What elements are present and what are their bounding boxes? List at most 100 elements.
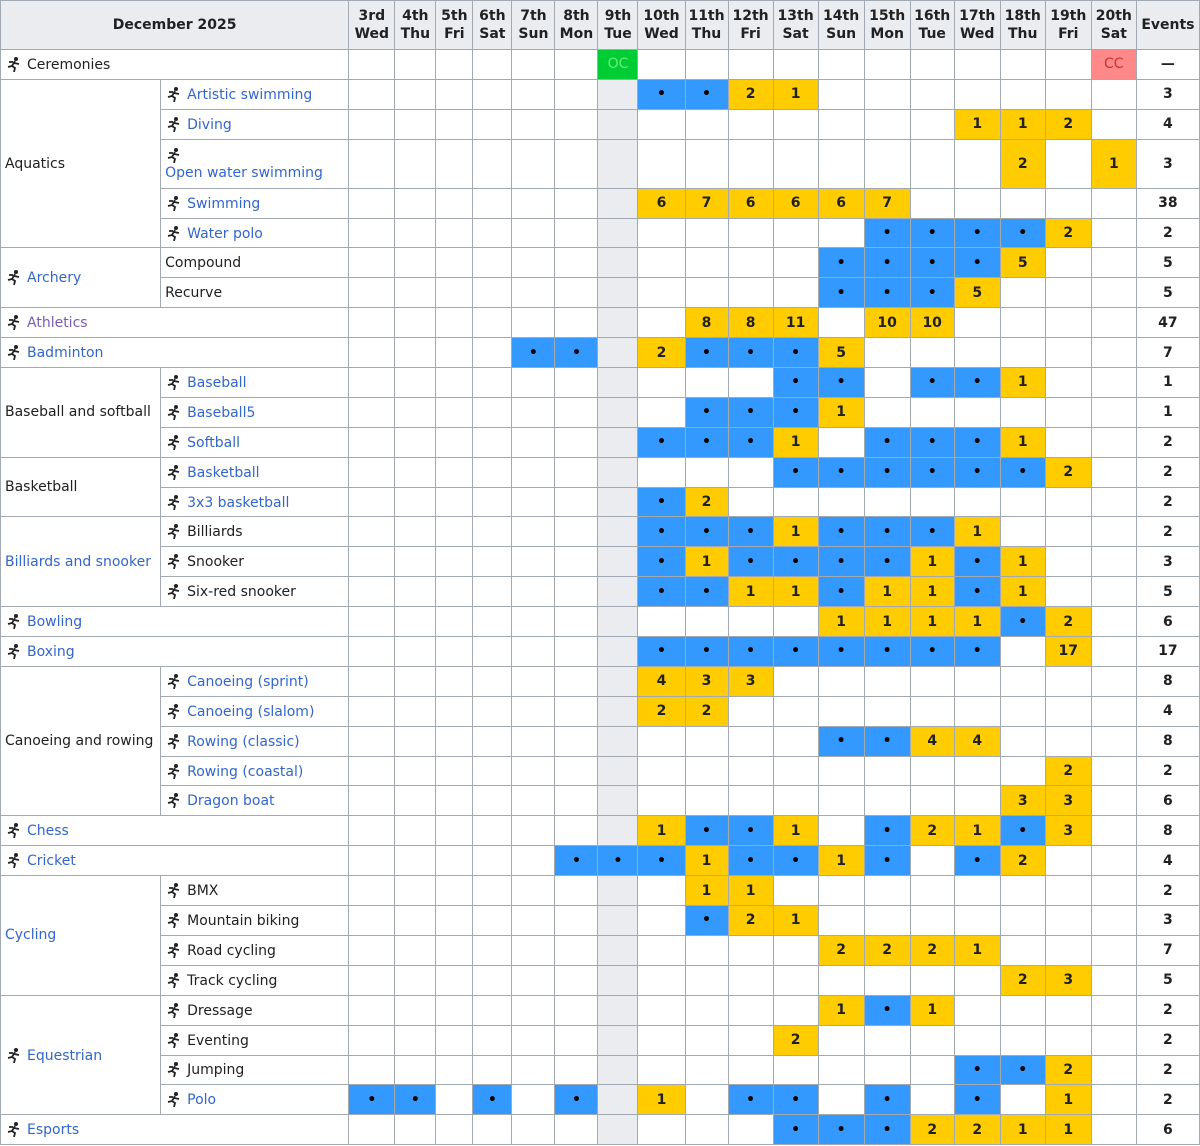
- label[interactable]: Chess: [27, 823, 69, 840]
- label[interactable]: Cycling: [5, 927, 57, 944]
- label[interactable]: Rowing (classic): [187, 733, 300, 750]
- day-cell: [394, 845, 437, 877]
- label[interactable]: Polo: [187, 1092, 217, 1109]
- day-cell: [472, 875, 513, 907]
- day-cell: [511, 1024, 556, 1056]
- day-cell: [348, 905, 396, 936]
- discipline-row: Mountain biking • 2 1 3: [1, 905, 1200, 936]
- label[interactable]: Dragon boat: [187, 793, 275, 810]
- sport-row: Bowling 1 1 1 1 • 2 6: [0, 606, 1200, 638]
- label[interactable]: Softball: [187, 434, 240, 451]
- day-cell: [684, 217, 729, 249]
- day-cell: [727, 277, 774, 309]
- day-cell: [472, 1054, 513, 1086]
- label[interactable]: Esports: [27, 1122, 80, 1139]
- day-cell: [1090, 934, 1137, 966]
- discipline-row: Cycling BMX 1 1 2: [0, 875, 1200, 996]
- label[interactable]: Athletics: [27, 315, 88, 332]
- label[interactable]: Canoeing (slalom): [187, 703, 315, 720]
- day-cell: [597, 1024, 639, 1056]
- label[interactable]: Equestrian: [27, 1047, 103, 1064]
- day-cell: 6: [637, 187, 686, 219]
- day-cell: [1090, 695, 1137, 727]
- day-cell: •: [772, 636, 819, 667]
- day-cell: [817, 307, 865, 339]
- day-cell: [684, 964, 729, 996]
- label[interactable]: Cricket: [27, 853, 76, 870]
- day-cell: 2: [727, 905, 774, 936]
- events-cell: 8: [1135, 725, 1200, 757]
- day-cell: [727, 486, 774, 518]
- day-cell: 6: [772, 187, 819, 219]
- label[interactable]: 3x3 basketball: [187, 494, 290, 511]
- day-cell: [554, 108, 599, 140]
- header-row: December 2025 3rd Wed 4th Thu 5th Fri 6th Sat 7th…: [0, 0, 1200, 50]
- discipline-row: Diving 1 1 2 4: [1, 108, 1200, 140]
- day-cell: [1044, 367, 1092, 398]
- day-cell: [511, 187, 556, 219]
- discipline-row: Billiards and snooker Billiards • • • 1 • • • 1 2: [0, 516, 1200, 608]
- label[interactable]: Boxing: [27, 643, 75, 660]
- day: 18th: [1004, 8, 1041, 24]
- day-cell: [435, 606, 474, 638]
- label[interactable]: Badminton: [27, 345, 104, 362]
- day-header: 15th Mon: [863, 0, 911, 50]
- sport-icon: [167, 225, 180, 241]
- day-cell: [472, 785, 513, 817]
- day-cell: [394, 905, 437, 936]
- day-cell: •: [684, 78, 729, 110]
- day-cell: •: [684, 426, 729, 458]
- day-cell: [909, 845, 955, 877]
- day-cell: •: [554, 1084, 599, 1116]
- day-cell: •: [909, 367, 955, 398]
- label[interactable]: Canoeing (sprint): [187, 673, 309, 690]
- day-cell: [727, 1054, 774, 1086]
- day-cell: [1090, 755, 1137, 787]
- label[interactable]: Bowling: [27, 614, 83, 631]
- day-cell: [472, 516, 513, 548]
- day-cell: 1: [999, 367, 1046, 398]
- sport-icon: [167, 494, 180, 510]
- day-cell: [511, 1084, 556, 1116]
- discipline-cell: Water polo: [160, 217, 350, 249]
- label[interactable]: Diving: [187, 116, 232, 133]
- day-cell: [554, 367, 599, 398]
- day-cell: [863, 367, 911, 398]
- day-cell: [1090, 426, 1137, 458]
- label[interactable]: Baseball: [187, 374, 247, 391]
- label[interactable]: Water polo: [187, 225, 263, 242]
- day-cell: [554, 875, 599, 907]
- day-cell: •: [999, 217, 1046, 249]
- label[interactable]: Archery: [27, 270, 82, 287]
- day-cell: [684, 49, 729, 80]
- label[interactable]: Artistic swimming: [187, 86, 313, 103]
- sport-group-cell: Aquatics: [0, 78, 162, 249]
- day-cell: •: [999, 1054, 1046, 1086]
- day-cell: [472, 187, 513, 219]
- label[interactable]: Billiards and snooker: [5, 553, 151, 570]
- label[interactable]: Basketball: [187, 464, 260, 481]
- day-cell: 1: [953, 934, 1001, 966]
- day-cell: [727, 695, 774, 727]
- day-cell: [637, 456, 686, 488]
- label[interactable]: Open water swimming: [165, 164, 323, 181]
- label[interactable]: Baseball5: [187, 404, 256, 421]
- day-cell: 1: [684, 875, 729, 907]
- day-cell: •: [637, 486, 686, 518]
- label: Recurve: [165, 284, 223, 301]
- label[interactable]: Swimming: [187, 195, 261, 212]
- label: Canoeing and rowing: [5, 733, 154, 750]
- day-cell: [597, 396, 639, 428]
- table-body: Ceremonies OC CC — Aquatics Artistic swimming…: [0, 49, 1200, 1146]
- day-cell: [511, 49, 556, 80]
- day-cell: [472, 426, 513, 458]
- day-cell: [999, 516, 1046, 548]
- day-cell: [1044, 994, 1092, 1026]
- day-cell: [1044, 486, 1092, 518]
- discipline-cell: BMX: [160, 875, 350, 907]
- day-cell: [999, 307, 1046, 339]
- label[interactable]: Rowing (coastal): [187, 763, 304, 780]
- label: Ceremonies: [27, 56, 111, 73]
- discipline-cell: Road cycling: [160, 934, 350, 966]
- day-cell: 3: [727, 665, 774, 697]
